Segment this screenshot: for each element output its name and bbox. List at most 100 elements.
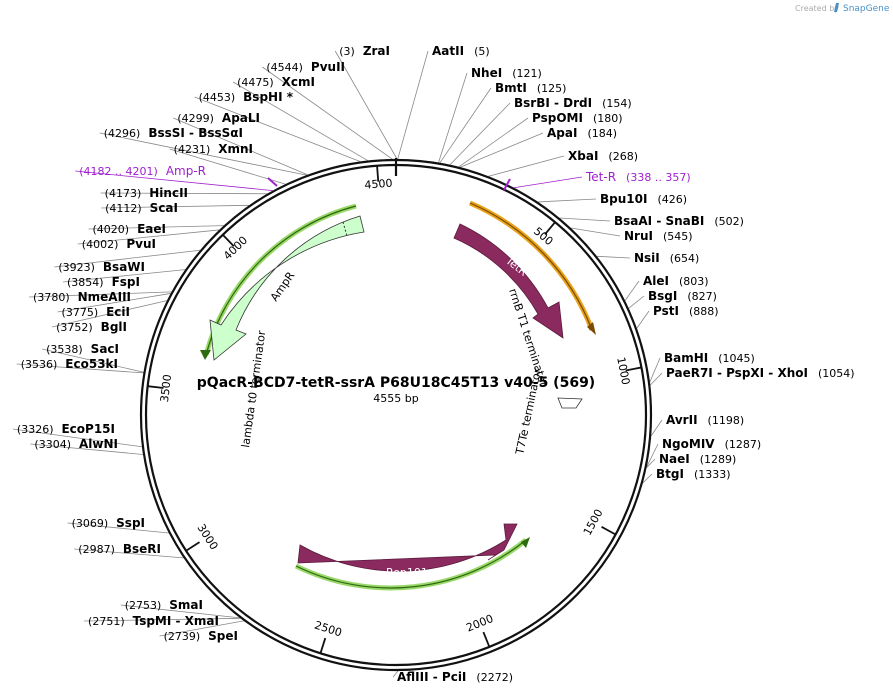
site-position: (4020) [93, 223, 130, 236]
site-label: PstI (888) [653, 304, 719, 318]
site-enzyme-name: PaeR7I - PspXI - XhoI [666, 366, 808, 380]
site-label: BsgI (827) [648, 289, 717, 303]
site-position: (268) [608, 150, 638, 163]
site-label: SacI (3538) [46, 342, 119, 356]
snapgene-logo-icon [834, 3, 839, 12]
site-enzyme-name: ZraI [363, 44, 390, 58]
site-position: (2739) [164, 630, 201, 643]
ampr-primer-arrowhead [200, 350, 211, 360]
site-position: (654) [670, 252, 700, 265]
site-label: ZraI (3) [339, 44, 390, 58]
site-enzyme-name: PvuI [126, 237, 156, 251]
ampr-stop-dash [342, 221, 348, 237]
site-label: Tet-R (338 .. 357) [585, 170, 691, 184]
site-enzyme-name: BseRI [123, 542, 161, 556]
site-label: NaeI (1289) [659, 452, 736, 466]
tetr-feature-arrow [453, 223, 564, 339]
ampr-feature-arrow [209, 215, 365, 361]
site-label: BtgI (1333) [656, 467, 731, 481]
site-enzyme-name: BtgI [656, 467, 684, 481]
site-position: (4299) [177, 112, 214, 125]
site-enzyme-name: EcoP15I [61, 422, 115, 436]
site-position: (125) [537, 82, 567, 95]
site-label: PvuII (4544) [266, 60, 345, 74]
site-enzyme-name: SspI [116, 516, 145, 530]
site-enzyme-name: PspOMI [532, 111, 583, 125]
site-label: Eco53kI (3536) [21, 357, 118, 371]
site-position: (3854) [67, 276, 104, 289]
terminator-glyph-icon [557, 397, 583, 409]
site-position: (184) [587, 127, 617, 140]
site-label: ScaI (4112) [105, 201, 178, 215]
site-enzyme-name: FspI [112, 275, 140, 289]
site-enzyme-name: AlwNI [79, 437, 118, 451]
site-position: (154) [602, 97, 632, 110]
site-label: NsiI (654) [634, 251, 699, 265]
site-enzyme-name: NgoMIV [662, 437, 715, 451]
site-position: (2751) [88, 615, 125, 628]
site-label: AatII (5) [432, 44, 490, 58]
site-position: (1054) [818, 367, 855, 380]
site-position: (888) [689, 305, 719, 318]
site-label: SmaI (2753) [125, 598, 203, 612]
site-label: SpeI (2739) [164, 629, 238, 643]
site-enzyme-name: BsaAI - SnaBI [614, 214, 704, 228]
site-position: (1289) [700, 453, 737, 466]
site-label: AlwNI (3304) [34, 437, 118, 451]
site-enzyme-name: NsiI [634, 251, 660, 265]
site-label: XmnI (4231) [174, 142, 253, 156]
site-label: PaeR7I - PspXI - XhoI (1054) [666, 366, 855, 380]
site-position: (4475) [237, 76, 274, 89]
plasmid-title: pQacR-BCD7-tetR-ssrA P68U18C45T13 v40-5 … [197, 375, 595, 391]
site-position: (121) [512, 67, 542, 80]
site-enzyme-name: SpeI [208, 629, 238, 643]
site-label: SspI (3069) [72, 516, 145, 530]
site-enzyme-name: BsgI [648, 289, 677, 303]
restriction-site-labels: ZraI (3) AatII (5) NheI (121)BmtI (125)BsrBI -… [17, 44, 855, 684]
site-enzyme-name: BglI [101, 320, 127, 334]
site-enzyme-name: PvuII [311, 60, 345, 74]
site-position: (3538) [46, 343, 83, 356]
site-enzyme-name: AflIII - PciI [397, 670, 466, 684]
rep101-primer-arrowhead [521, 537, 530, 548]
site-label: BspHI * (4453) [199, 90, 294, 104]
site-position: (1198) [708, 414, 745, 427]
site-enzyme-name: NheI [471, 66, 502, 80]
site-label: NmeAIII (3780) [33, 290, 131, 304]
tetr-primer-band [469, 200, 595, 331]
tick-label: 3500 [158, 374, 174, 403]
rep101-feature-arrow [297, 523, 518, 572]
tick-mark [222, 234, 235, 247]
site-position: (4231) [174, 143, 211, 156]
site-enzyme-name: ScaI [150, 201, 178, 215]
plasmid-length: 4555 bp [373, 392, 418, 405]
site-position: (2753) [125, 599, 162, 612]
site-position: (3326) [17, 423, 54, 436]
tick-label: 1500 [581, 507, 606, 538]
site-position: (803) [679, 275, 709, 288]
site-enzyme-name: TspMI - XmaI [133, 614, 219, 628]
site-position: (3775) [62, 306, 99, 319]
site-enzyme-name: AvrII [666, 413, 698, 427]
site-enzyme-name: BspHI * [243, 90, 294, 104]
site-label: BssSI - BssSαI (4296) [104, 126, 243, 140]
site-enzyme-name: BsaWI [103, 260, 145, 274]
label-leader-lines [12, 50, 663, 678]
tick-mark [625, 366, 642, 372]
site-label: BamHI (1045) [664, 351, 755, 365]
site-position: (4173) [105, 187, 142, 200]
site-label: BseRI (2987) [78, 542, 161, 556]
site-label: EcoP15I (3326) [17, 422, 115, 436]
site-label: BsrBI - DrdI (154) [514, 96, 632, 110]
site-enzyme-name: BsrBI - DrdI [514, 96, 592, 110]
tick-mark [147, 385, 164, 389]
site-label: BmtI (125) [495, 81, 566, 95]
site-position: (2272) [476, 671, 513, 684]
site-position: (4002) [82, 238, 119, 251]
site-enzyme-name: XbaI [568, 149, 598, 163]
site-enzyme-name: SacI [91, 342, 119, 356]
site-position: (827) [687, 290, 717, 303]
site-position: (1333) [694, 468, 731, 481]
site-label: PvuI (4002) [82, 237, 156, 251]
